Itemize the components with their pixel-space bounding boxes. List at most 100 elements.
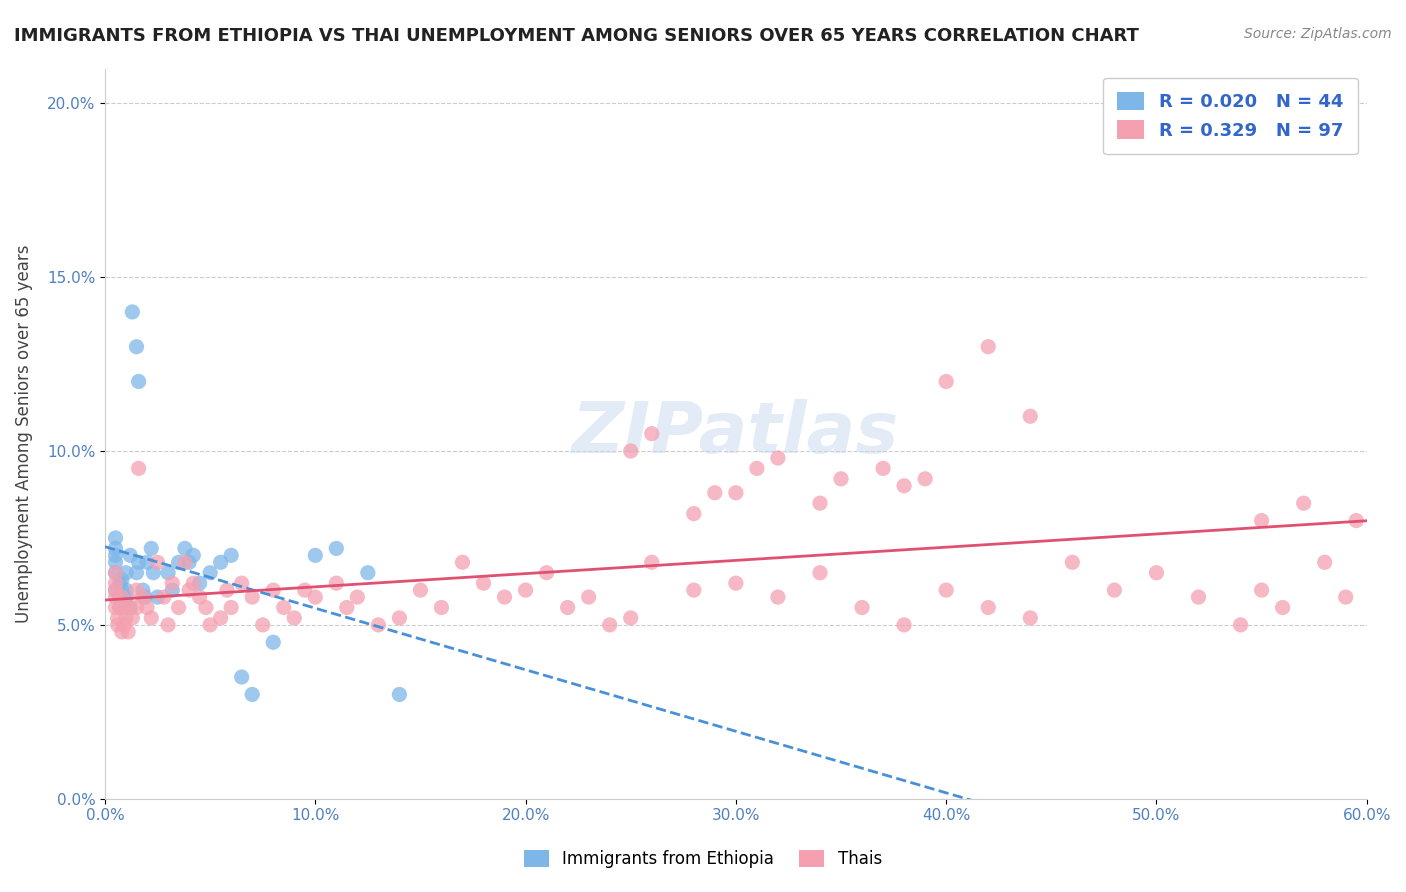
Point: [198, 618, 221, 632]
Point: [977, 340, 1000, 354]
Point: [472, 576, 495, 591]
Y-axis label: Unemployment Among Seniors over 65 years: Unemployment Among Seniors over 65 years: [15, 244, 32, 623]
Point: [703, 485, 725, 500]
Point: [104, 583, 127, 598]
Point: [142, 566, 165, 580]
Point: [104, 531, 127, 545]
Point: [125, 340, 148, 354]
Point: [117, 624, 139, 639]
Point: [108, 600, 131, 615]
Point: [893, 618, 915, 632]
Point: [146, 590, 169, 604]
Point: [851, 600, 873, 615]
Point: [240, 688, 263, 702]
Point: [141, 611, 163, 625]
Point: [108, 600, 131, 615]
Point: [1062, 555, 1084, 569]
Point: [153, 590, 176, 604]
Point: [273, 600, 295, 615]
Point: [121, 305, 143, 319]
Point: [104, 555, 127, 569]
Point: [388, 688, 411, 702]
Point: [146, 555, 169, 569]
Point: [132, 590, 155, 604]
Point: [578, 590, 600, 604]
Point: [766, 450, 789, 465]
Point: [336, 600, 359, 615]
Point: [120, 600, 142, 615]
Point: [1346, 514, 1368, 528]
Point: [111, 624, 134, 639]
Point: [1019, 409, 1042, 424]
Point: [599, 618, 621, 632]
Point: [219, 600, 242, 615]
Text: Source: ZipAtlas.com: Source: ZipAtlas.com: [1244, 27, 1392, 41]
Point: [231, 576, 253, 591]
Point: [107, 618, 129, 632]
Point: [128, 461, 150, 475]
Point: [1019, 611, 1042, 625]
Point: [121, 611, 143, 625]
Point: [162, 576, 184, 591]
Point: [194, 600, 217, 615]
Point: [1250, 583, 1272, 598]
Point: [115, 611, 138, 625]
Point: [209, 555, 232, 569]
Point: [1271, 600, 1294, 615]
Point: [108, 590, 131, 604]
Point: [262, 635, 284, 649]
Point: [641, 426, 664, 441]
Point: [104, 549, 127, 563]
Point: [136, 555, 159, 569]
Text: ZIPatlas: ZIPatlas: [572, 399, 900, 468]
Point: [112, 618, 135, 632]
Point: [1292, 496, 1315, 510]
Point: [240, 590, 263, 604]
Point: [104, 576, 127, 591]
Point: [409, 583, 432, 598]
Point: [115, 566, 138, 580]
Point: [515, 583, 537, 598]
Point: [914, 472, 936, 486]
Point: [830, 472, 852, 486]
Point: [136, 600, 159, 615]
Point: [1146, 566, 1168, 580]
Text: IMMIGRANTS FROM ETHIOPIA VS THAI UNEMPLOYMENT AMONG SENIORS OVER 65 YEARS CORREL: IMMIGRANTS FROM ETHIOPIA VS THAI UNEMPLO…: [14, 27, 1139, 45]
Point: [641, 555, 664, 569]
Point: [111, 583, 134, 598]
Point: [1229, 618, 1251, 632]
Point: [167, 600, 190, 615]
Point: [162, 583, 184, 598]
Point: [808, 566, 831, 580]
Point: [107, 611, 129, 625]
Point: [536, 566, 558, 580]
Point: [935, 375, 957, 389]
Point: [893, 479, 915, 493]
Point: [104, 600, 127, 615]
Point: [115, 600, 138, 615]
Point: [494, 590, 516, 604]
Point: [262, 583, 284, 598]
Point: [188, 590, 211, 604]
Point: [977, 600, 1000, 615]
Point: [167, 555, 190, 569]
Point: [357, 566, 380, 580]
Point: [177, 583, 200, 598]
Point: [1334, 590, 1357, 604]
Legend: Immigrants from Ethiopia, Thais: Immigrants from Ethiopia, Thais: [517, 843, 889, 875]
Point: [557, 600, 579, 615]
Point: [209, 611, 232, 625]
Point: [125, 583, 148, 598]
Point: [181, 576, 204, 591]
Point: [141, 541, 163, 556]
Point: [346, 590, 368, 604]
Point: [388, 611, 411, 625]
Point: [120, 600, 142, 615]
Point: [283, 611, 305, 625]
Point: [367, 618, 389, 632]
Point: [808, 496, 831, 510]
Point: [188, 576, 211, 591]
Point: [128, 375, 150, 389]
Point: [935, 583, 957, 598]
Point: [174, 555, 197, 569]
